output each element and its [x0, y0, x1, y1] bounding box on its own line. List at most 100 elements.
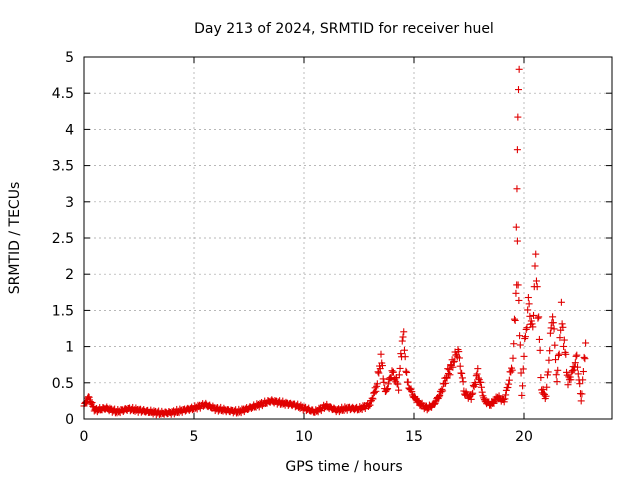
data-point — [543, 383, 551, 391]
data-point — [576, 380, 584, 388]
data-point — [400, 346, 408, 354]
data-point — [571, 359, 579, 367]
data-point — [378, 362, 386, 370]
data-point — [472, 380, 480, 388]
data-point — [510, 340, 518, 348]
data-point — [517, 369, 525, 377]
data-point — [504, 383, 512, 391]
data-point — [375, 369, 383, 377]
data-point — [439, 387, 447, 395]
data-point — [574, 363, 582, 371]
y-tick-label: 2.5 — [52, 231, 74, 247]
data-point — [511, 316, 519, 324]
data-point — [106, 404, 114, 412]
data-point — [398, 337, 406, 345]
data-point — [579, 368, 587, 376]
data-point — [438, 385, 446, 393]
data-point — [562, 350, 570, 358]
grid-lines — [84, 57, 612, 419]
data-point — [557, 298, 565, 306]
data-point — [512, 289, 520, 297]
data-point — [544, 368, 552, 376]
data-point — [521, 333, 529, 341]
data-point — [247, 404, 255, 412]
data-point — [551, 341, 559, 349]
data-point — [414, 397, 422, 405]
data-point — [458, 369, 466, 377]
data-point — [577, 397, 585, 405]
data-point — [570, 366, 578, 374]
data-point — [520, 352, 528, 360]
chart-title: Day 213 of 2024, SRMTID for receiver hue… — [194, 21, 494, 37]
data-point — [408, 388, 416, 396]
data-point — [480, 394, 488, 402]
data-point — [552, 356, 560, 364]
data-point — [402, 367, 410, 375]
x-tick-label: 15 — [405, 429, 423, 445]
x-axis-label: GPS time / hours — [285, 459, 402, 475]
data-point — [442, 379, 450, 387]
data-point — [546, 347, 554, 355]
data-point — [552, 371, 560, 379]
x-tick-label: 10 — [295, 429, 313, 445]
data-point — [505, 380, 513, 388]
data-point — [582, 339, 590, 347]
data-point — [474, 365, 482, 373]
data-point — [391, 375, 399, 383]
data-point — [379, 375, 387, 383]
data-point — [536, 346, 544, 354]
data-point — [509, 354, 517, 362]
data-point — [388, 367, 396, 375]
data-point — [444, 370, 452, 378]
data-point — [546, 329, 554, 337]
data-point — [516, 341, 524, 349]
data-point — [443, 374, 451, 382]
data-point — [371, 384, 379, 392]
data-point — [560, 342, 568, 350]
data-point — [519, 365, 527, 373]
data-point — [524, 306, 532, 314]
data-point — [535, 313, 543, 321]
data-point — [528, 320, 536, 328]
data-point — [468, 390, 476, 398]
data-point — [573, 351, 581, 359]
data-point — [383, 385, 391, 393]
data-point — [475, 374, 483, 382]
x-tick-label: 0 — [80, 429, 89, 445]
data-point — [81, 399, 89, 407]
data-point — [459, 378, 467, 386]
y-tick-label: 4 — [65, 122, 74, 138]
data-point — [477, 378, 485, 386]
data-point — [524, 294, 532, 302]
data-point — [568, 367, 576, 375]
data-point — [330, 404, 338, 412]
data-point — [188, 406, 196, 414]
data-point — [532, 277, 540, 285]
data-point — [369, 395, 377, 403]
data-point — [580, 353, 588, 361]
plot-frame — [83, 56, 613, 420]
data-point — [554, 351, 562, 359]
data-point — [400, 328, 408, 336]
data-point — [455, 348, 463, 356]
data-point — [436, 392, 444, 400]
data-point — [515, 65, 523, 73]
data-point — [401, 353, 409, 361]
data-point — [478, 388, 486, 396]
data-point — [395, 386, 403, 394]
data-point — [513, 237, 521, 245]
data-point — [547, 324, 555, 332]
y-tick-label: 0 — [65, 412, 74, 428]
data-point — [558, 320, 566, 328]
data-point — [549, 319, 557, 327]
data-point — [394, 380, 402, 388]
data-point — [567, 376, 575, 384]
data-point — [535, 335, 543, 343]
data-point — [542, 392, 550, 400]
y-tick-label: 2 — [65, 267, 74, 283]
y-tick-label: 1.5 — [52, 303, 74, 319]
data-point — [550, 325, 558, 333]
data-point — [449, 363, 457, 371]
data-point — [500, 398, 508, 406]
data-point — [533, 283, 541, 291]
